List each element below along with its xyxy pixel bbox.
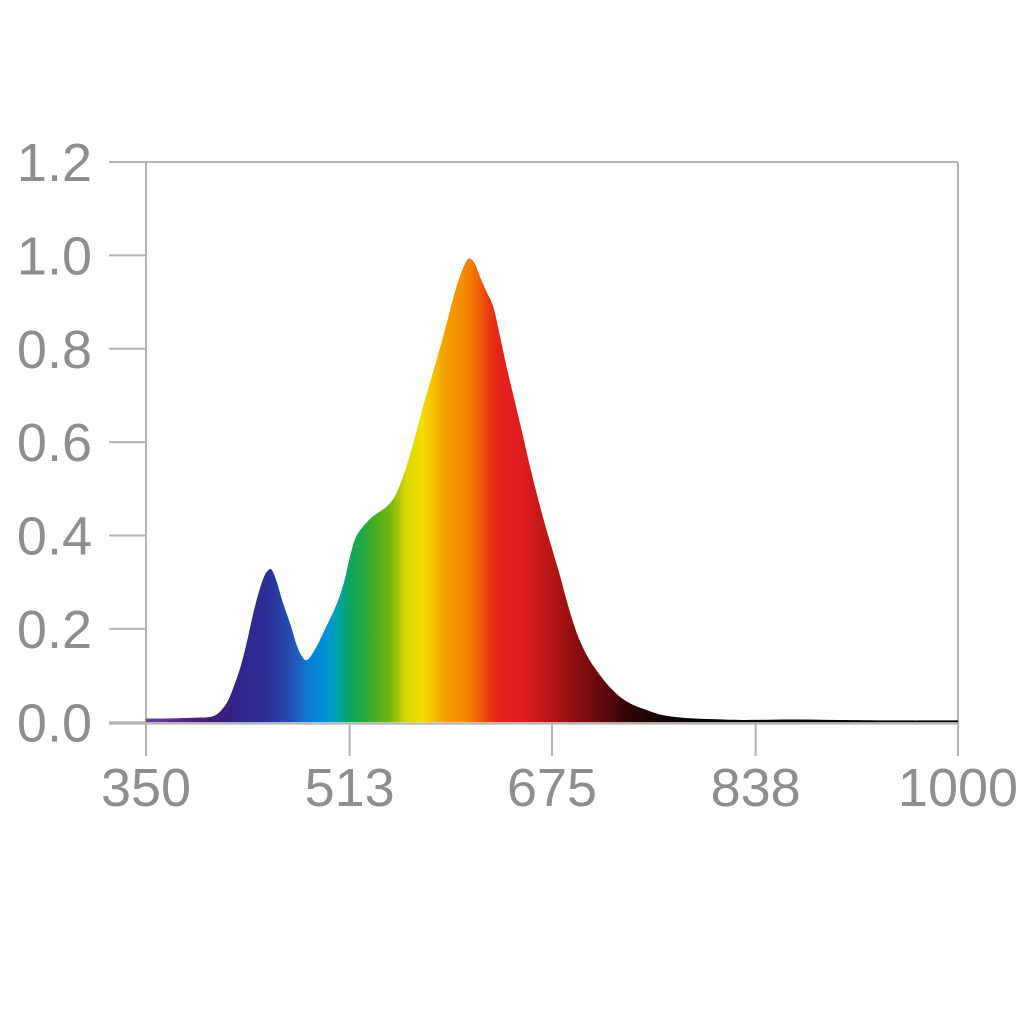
tick-labels-layer: 0.0 0.2 0.4 0.6 0.8 1.0 1.2 350 513 675 838 1000 xyxy=(17,133,1018,818)
x-tick-label: 350 xyxy=(101,758,191,818)
y-tick-label: 0.0 xyxy=(17,693,92,753)
y-tick-label: 0.8 xyxy=(17,320,92,380)
series-layer xyxy=(146,258,958,723)
x-tick-label: 675 xyxy=(507,758,597,818)
x-tick-label: 838 xyxy=(711,758,801,818)
y-tick-label: 1.0 xyxy=(17,226,92,286)
x-tick-label: 1000 xyxy=(898,758,1018,818)
axes-layer xyxy=(109,161,959,756)
y-tick-label: 0.2 xyxy=(17,600,92,660)
y-tick-label: 0.6 xyxy=(17,413,92,473)
y-tick-label: 0.4 xyxy=(17,507,92,567)
x-tick-label: 513 xyxy=(305,758,395,818)
spectral-area-series xyxy=(146,258,958,723)
y-tick-label: 1.2 xyxy=(17,133,92,193)
